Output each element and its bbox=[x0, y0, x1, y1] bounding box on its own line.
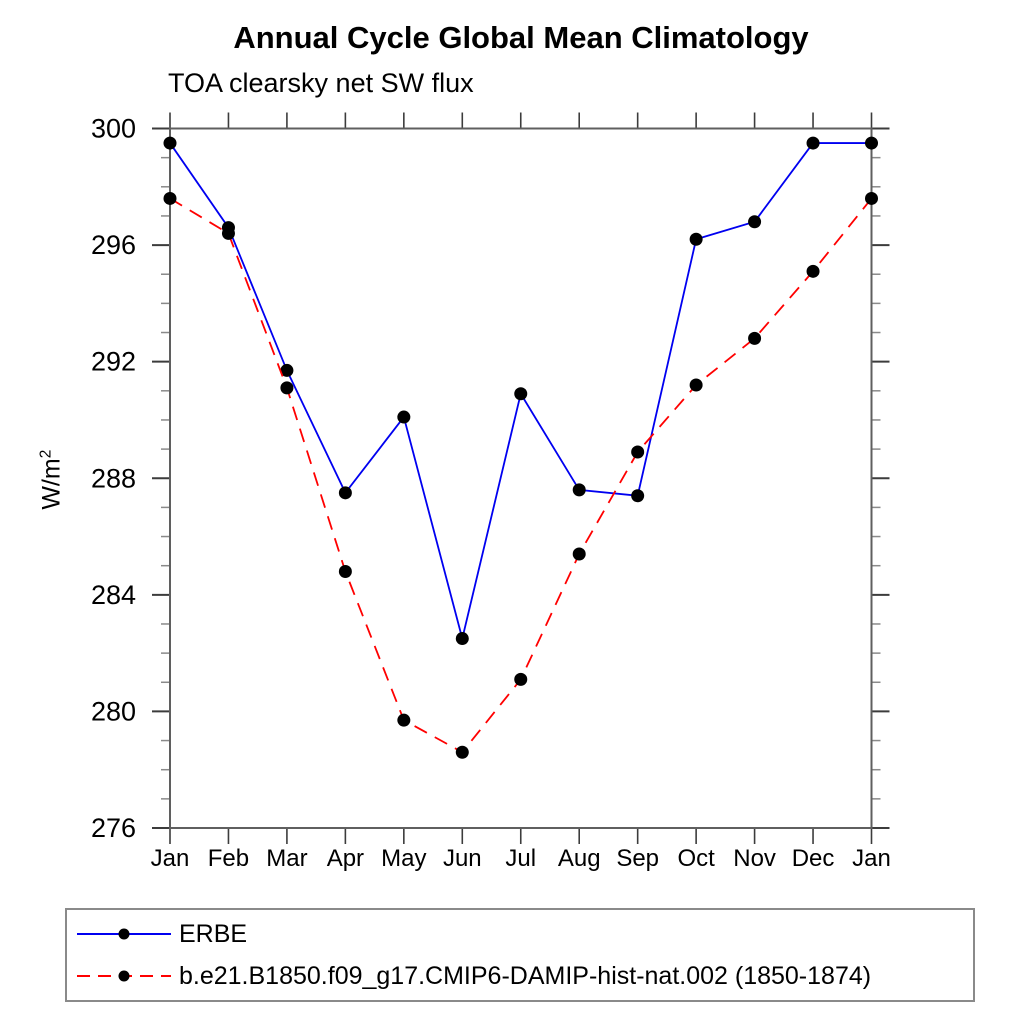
legend-item-model: b.e21.B1850.f09_g17.CMIP6-DAMIP-hist-nat… bbox=[73, 955, 973, 997]
data-point-marker bbox=[689, 232, 703, 246]
x-tick-label: Oct bbox=[677, 845, 715, 872]
data-point-marker bbox=[397, 410, 411, 424]
x-tick-label: Sep bbox=[616, 845, 659, 872]
x-tick-label: Feb bbox=[208, 845, 249, 872]
data-point-marker bbox=[514, 672, 528, 686]
legend-marker-icon bbox=[118, 928, 130, 940]
x-tick-label: Nov bbox=[733, 845, 776, 872]
y-tick-label: 296 bbox=[91, 230, 136, 260]
data-point-marker bbox=[280, 363, 294, 377]
legend-label-model: b.e21.B1850.f09_g17.CMIP6-DAMIP-hist-nat… bbox=[179, 961, 872, 990]
data-point-marker bbox=[397, 713, 411, 727]
y-tick-label: 300 bbox=[91, 114, 136, 144]
data-point-marker bbox=[865, 136, 878, 150]
legend-marker-icon bbox=[118, 970, 130, 982]
x-tick-label: Jun bbox=[443, 845, 482, 872]
x-tick-label: Mar bbox=[266, 845, 307, 872]
chart-title: Annual Cycle Global Mean Climatology bbox=[233, 20, 809, 55]
legend-label-erbe: ERBE bbox=[179, 919, 248, 948]
y-tick-label: 276 bbox=[91, 813, 136, 843]
data-point-marker bbox=[748, 331, 762, 345]
data-point-marker bbox=[631, 445, 645, 459]
data-point-marker bbox=[806, 136, 820, 150]
y-tick-label: 292 bbox=[91, 347, 136, 377]
data-point-marker bbox=[455, 745, 469, 759]
legend-line-sample bbox=[77, 970, 171, 982]
x-tick-label: Jan bbox=[151, 845, 190, 872]
data-point-marker bbox=[631, 489, 645, 503]
data-point-marker bbox=[865, 191, 878, 205]
x-tick-label: May bbox=[381, 845, 426, 872]
series-line-1 bbox=[163, 191, 878, 759]
data-point-marker bbox=[806, 264, 820, 278]
data-point-marker bbox=[572, 483, 586, 497]
data-point-marker bbox=[280, 381, 294, 395]
axis-ticks bbox=[152, 112, 890, 844]
legend: ERBE b.e21.B1850.f09_g17.CMIP6-DAMIP-his… bbox=[65, 908, 975, 1002]
x-tick-label: Jul bbox=[505, 845, 536, 872]
x-tick-label: Aug bbox=[558, 845, 601, 872]
data-point-marker bbox=[163, 136, 177, 150]
chart-subtitle: TOA clearsky net SW flux bbox=[168, 68, 474, 98]
data-point-marker bbox=[163, 191, 177, 205]
data-point-marker bbox=[455, 632, 469, 646]
data-point-marker bbox=[572, 547, 586, 561]
y-tick-label: 280 bbox=[91, 696, 136, 726]
legend-line-sample bbox=[77, 928, 171, 940]
x-tick-label: Jan bbox=[852, 845, 891, 872]
axis-tick-labels: 276 280 284 288 292 296 300 Jan Feb Mar Apr May Jun J… bbox=[91, 114, 891, 873]
data-point-marker bbox=[748, 215, 762, 229]
y-tick-label: 284 bbox=[91, 580, 136, 610]
plot-frame bbox=[169, 127, 873, 829]
data-point-marker bbox=[338, 565, 352, 579]
x-tick-label: Dec bbox=[792, 845, 835, 872]
x-tick-label: Apr bbox=[327, 845, 364, 872]
data-point-marker bbox=[689, 378, 703, 392]
y-tick-label: 288 bbox=[91, 463, 136, 493]
data-point-marker bbox=[221, 226, 235, 240]
legend-item-erbe: ERBE bbox=[73, 913, 973, 955]
data-point-marker bbox=[338, 486, 352, 500]
data-point-marker bbox=[514, 387, 528, 401]
series-line-0 bbox=[163, 136, 878, 646]
